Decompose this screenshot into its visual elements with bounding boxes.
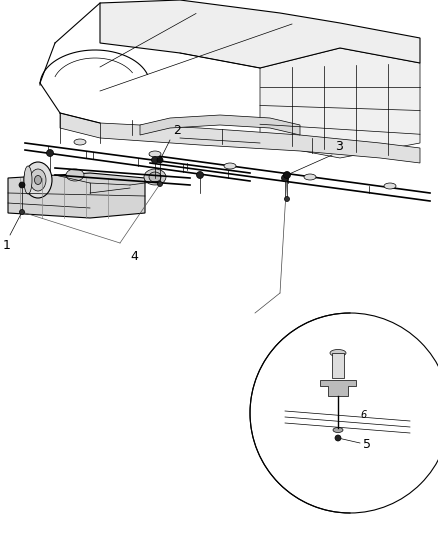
Text: 2: 2 [173, 124, 181, 137]
Circle shape [46, 149, 53, 157]
Text: 6: 6 [360, 410, 366, 420]
Text: 5: 5 [363, 438, 371, 450]
Circle shape [282, 174, 289, 182]
Ellipse shape [74, 139, 86, 145]
Circle shape [157, 157, 163, 163]
Text: 3: 3 [335, 140, 343, 153]
Polygon shape [140, 115, 300, 135]
Polygon shape [60, 113, 420, 163]
Bar [332, 353, 344, 378]
Circle shape [197, 172, 204, 179]
Polygon shape [320, 380, 356, 396]
Ellipse shape [384, 183, 396, 189]
Ellipse shape [149, 151, 161, 157]
Circle shape [335, 435, 341, 441]
Ellipse shape [330, 350, 346, 357]
Text: 4: 4 [130, 250, 138, 263]
Ellipse shape [24, 162, 52, 198]
Ellipse shape [30, 169, 46, 191]
Text: 1: 1 [3, 239, 11, 252]
Ellipse shape [144, 169, 166, 185]
Circle shape [158, 182, 162, 187]
Circle shape [20, 209, 25, 214]
Ellipse shape [35, 175, 42, 184]
Circle shape [285, 197, 290, 201]
Ellipse shape [149, 172, 161, 182]
Circle shape [152, 157, 159, 164]
Polygon shape [260, 48, 420, 158]
Polygon shape [100, 0, 420, 68]
Ellipse shape [66, 169, 84, 181]
Ellipse shape [333, 427, 343, 432]
Polygon shape [8, 173, 145, 218]
Circle shape [19, 182, 25, 188]
Ellipse shape [224, 163, 236, 169]
Ellipse shape [304, 174, 316, 180]
Circle shape [283, 172, 290, 179]
Ellipse shape [24, 166, 32, 194]
